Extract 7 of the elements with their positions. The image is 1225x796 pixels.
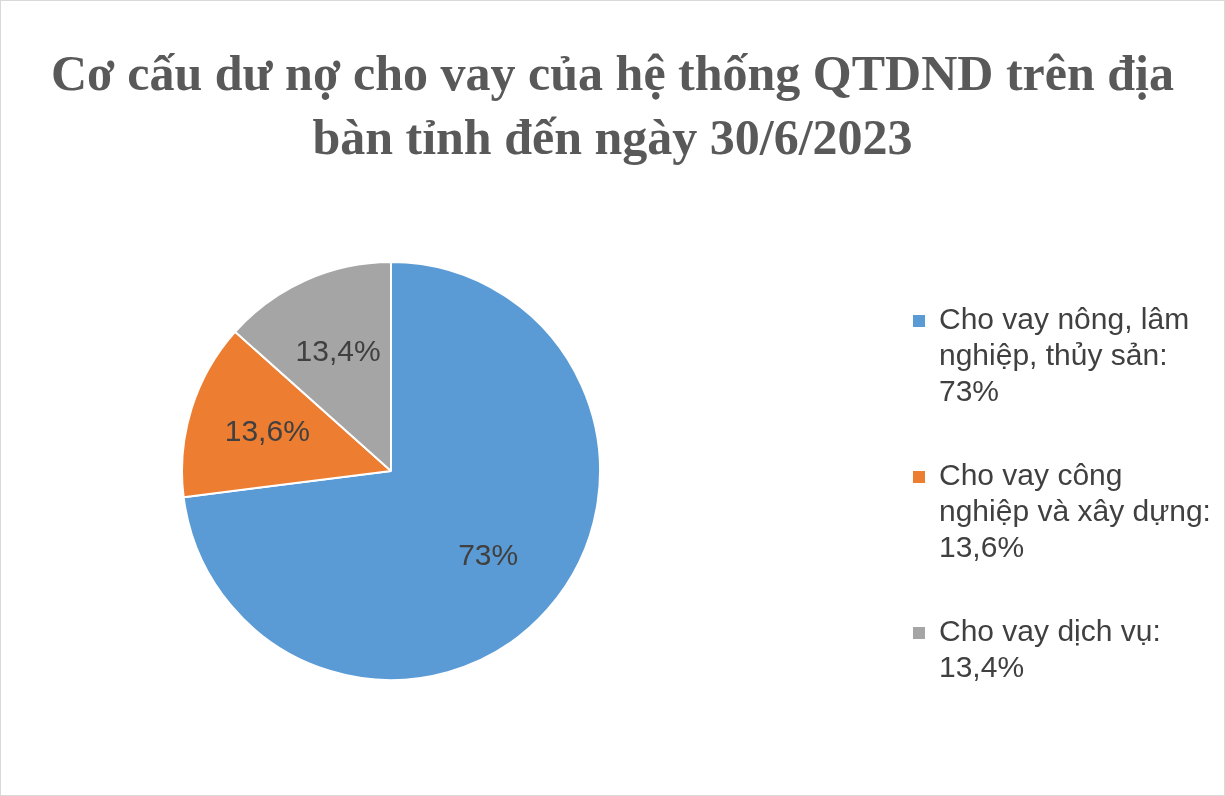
- data-label: 13,4%: [295, 334, 381, 367]
- legend-label: Cho vay công nghiệp và xây dựng: 13,6%: [939, 458, 1211, 563]
- legend-label: Cho vay nông, lâm nghiệp, thủy sản: 73%: [939, 302, 1190, 407]
- legend-label: Cho vay dịch vụ: 13,4%: [939, 614, 1161, 683]
- chart-title: Cơ cấu dư nợ cho vay của hệ thống QTDND trên địa bàn tỉnh đến ngày 30/6/2023: [51, 44, 1174, 167]
- data-label: 13,6%: [224, 413, 310, 447]
- data-label: 73%: [458, 537, 519, 571]
